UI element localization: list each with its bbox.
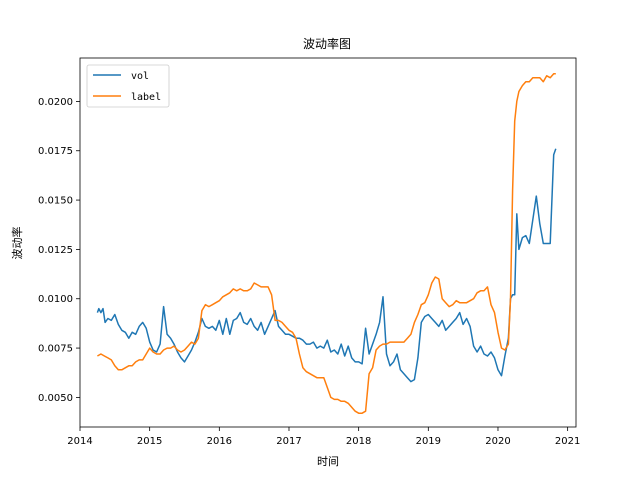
x-tick-label: 2014 <box>67 436 92 447</box>
y-tick-label: 0.0125 <box>38 245 73 256</box>
y-tick-label: 0.0075 <box>38 344 73 355</box>
legend-label-label: label <box>131 92 161 103</box>
x-axis-title: 时间 <box>317 455 339 468</box>
x-tick-label: 2016 <box>207 436 232 447</box>
y-tick-label: 0.0100 <box>38 294 73 305</box>
y-tick-label: 0.0200 <box>38 97 73 108</box>
y-tick-label: 0.0150 <box>38 196 73 207</box>
y-axis-title: 波动率 <box>10 227 24 260</box>
plot-frame <box>79 57 577 428</box>
x-tick-label: 2015 <box>137 436 162 447</box>
series-line-vol <box>96 148 557 383</box>
x-tick-label: 2020 <box>485 436 510 447</box>
x-tick-label: 2021 <box>555 436 580 447</box>
y-tick-label: 0.0175 <box>38 146 73 157</box>
series-layer <box>96 73 557 414</box>
series-line-label <box>97 73 556 414</box>
x-tick-label: 2019 <box>416 436 441 447</box>
y-tick-label: 0.0050 <box>38 393 73 404</box>
x-axis: 2014 2015 2016 2017 2018 2019 2020 2021 <box>67 427 580 447</box>
x-tick-label: 2018 <box>346 436 371 447</box>
chart-title: 波动率图 <box>303 36 351 51</box>
legend: vol label <box>86 64 170 108</box>
y-axis: 0.0050 0.0075 0.0100 0.0125 0.0150 0.0175 0.02… <box>38 97 80 404</box>
legend-label-vol: vol <box>131 71 149 82</box>
x-tick-label: 2017 <box>276 436 301 447</box>
